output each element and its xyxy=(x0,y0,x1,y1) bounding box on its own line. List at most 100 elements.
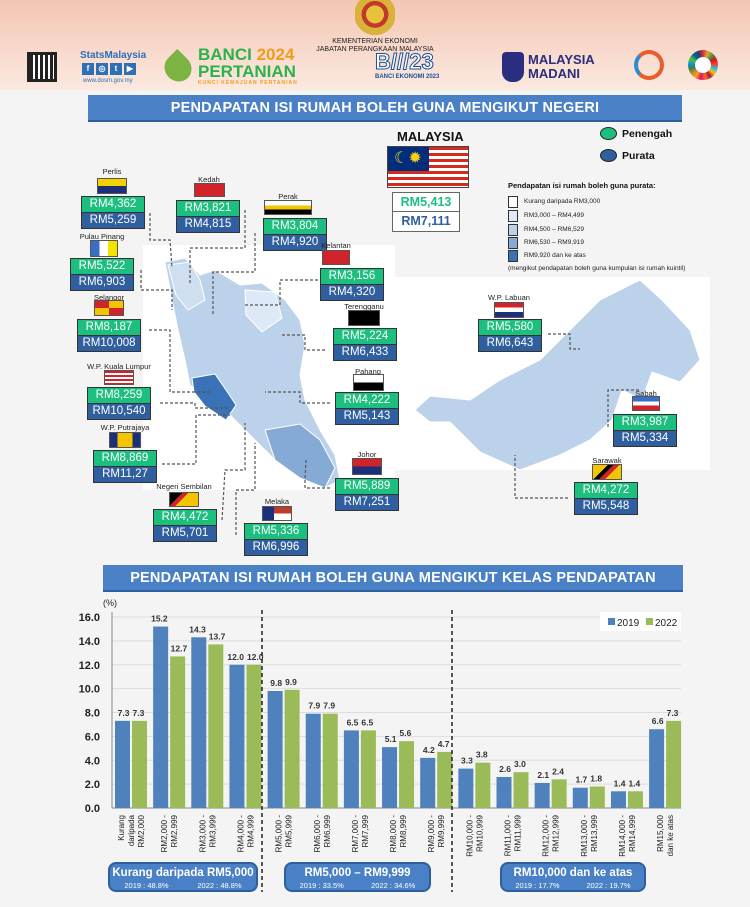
facebook-icon[interactable]: f xyxy=(82,63,94,75)
income-box-sarawak: RM4,272 RM5,548 xyxy=(574,482,638,515)
mean-income: RM5,701 xyxy=(154,525,216,541)
income-box-w-p-putrajaya: RM8,869 RM11,27 xyxy=(93,450,157,483)
flag-sarawak xyxy=(592,464,622,480)
twitter-icon[interactable]: t xyxy=(110,63,122,75)
website-link[interactable]: www.dosm.gov.my xyxy=(83,78,133,84)
choropleth-swatch xyxy=(508,196,518,208)
income-box-melaka: RM5,336 RM6,996 xyxy=(244,523,308,556)
y-tick-label: 16.0 xyxy=(79,612,100,624)
x-tick-label: RM11,000 - xyxy=(504,815,513,857)
flag-kelantan xyxy=(322,250,350,265)
mean-income: RM5,334 xyxy=(614,430,676,446)
youtube-icon[interactable]: ▶ xyxy=(124,63,136,75)
bar-2019 xyxy=(458,768,474,808)
choropleth-label: RM9,920 dan ke atas xyxy=(524,252,586,259)
group-title: RM10,000 dan ke atas xyxy=(513,867,633,879)
income-box-pahang: RM4,222 RM5,143 xyxy=(335,392,399,425)
data-label-2019: 7.3 xyxy=(118,708,130,718)
median-legend-label: Penengah xyxy=(622,128,673,140)
choropleth-swatch xyxy=(508,224,518,236)
johor-region xyxy=(264,423,336,489)
state-name-w-p-putrajaya: W.P. Putrajaya xyxy=(100,423,150,432)
madani-hand-icon xyxy=(502,52,524,82)
ministry-name: KEMENTERIAN EKONOMI JABATAN PERANGKAAN MA… xyxy=(250,38,500,54)
data-label-2022: 9.9 xyxy=(285,677,297,687)
x-tick-label: RM2,000 xyxy=(137,814,146,847)
x-tick-label: RM9,000 - xyxy=(427,815,436,853)
bar-2022 xyxy=(666,720,682,808)
flag-pahang xyxy=(353,374,384,391)
x-tick-label: RM12,000 - xyxy=(542,815,551,857)
group-box-middle: RM5,000 – RM9,999 2019 : 33.5% 2022 : 34.6… xyxy=(284,862,431,892)
bar-2019 xyxy=(153,626,169,808)
bar-2022 xyxy=(170,656,186,808)
state-name-pulau-pinang: Pulau Pinang xyxy=(79,232,125,241)
x-tick-label: RM2,000 - xyxy=(160,815,169,853)
y-tick-label: 8.0 xyxy=(85,708,100,720)
median-income: RM8,869 xyxy=(94,451,156,467)
bar-2022 xyxy=(246,664,262,808)
mean-legend-swatch xyxy=(600,149,617,162)
mean-income: RM11,27 xyxy=(94,466,156,482)
state-name-perlis: Perlis xyxy=(102,167,122,176)
x-tick-label: RM3,999 xyxy=(208,814,217,847)
madani-line2: MADANI xyxy=(528,66,580,81)
instagram-icon[interactable]: ◎ xyxy=(96,63,108,75)
bar-2019 xyxy=(420,757,436,808)
bar-2022 xyxy=(437,751,453,808)
income-box-kedah: RM3,821 RM4,815 xyxy=(176,200,240,233)
x-tick-label: RM7,000 - xyxy=(351,815,360,853)
mean-income: RM5,143 xyxy=(336,408,398,424)
median-legend-swatch xyxy=(600,127,617,140)
y-tick-label: 10.0 xyxy=(79,684,100,696)
borneo-shape xyxy=(414,279,701,471)
y-tick-label: 12.0 xyxy=(79,660,100,672)
state-name-kelantan: Kelantan xyxy=(321,241,351,250)
bar-2019 xyxy=(610,791,626,808)
group-title: Kurang daripada RM5,000 xyxy=(112,867,254,879)
flag-perak xyxy=(264,200,312,215)
x-tick-label: RM10,999 xyxy=(475,814,484,851)
bar-2022 xyxy=(284,689,300,808)
bar-2022 xyxy=(208,644,224,808)
qr-code xyxy=(27,52,57,82)
bar-2019 xyxy=(496,776,512,808)
choropleth-swatch xyxy=(508,210,518,222)
median-income: RM3,821 xyxy=(177,201,239,217)
x-tick-label: RM8,999 xyxy=(399,814,408,847)
choropleth-swatch xyxy=(508,237,518,249)
state-name-sabah: Sabah xyxy=(635,389,657,398)
income-box-kelantan: RM3,156 RM4,320 xyxy=(320,268,384,301)
leader-lines xyxy=(140,210,640,535)
legend-label-2019: 2019 xyxy=(617,618,640,629)
data-label-2019: 15.2 xyxy=(151,614,168,624)
state-name-w-p-kuala-lumpur: W.P. Kuala Lumpur xyxy=(87,362,151,371)
x-tick-label: RM12,999 xyxy=(552,814,561,851)
bar-2022 xyxy=(551,779,567,808)
mean-income: RM6,996 xyxy=(245,539,307,555)
choropleth-label: RM4,500 – RM6,529 xyxy=(524,226,584,233)
income-box-w-p-kuala-lumpur: RM8,259 RM10,540 xyxy=(87,387,151,420)
flag-terengganu xyxy=(348,310,380,326)
x-tick-label: RM4,000 - xyxy=(236,815,245,853)
malaysia-label: MALAYSIA xyxy=(397,129,464,144)
y-tick-label: 4.0 xyxy=(85,755,100,767)
pertanian-text: PERTANIAN xyxy=(198,62,296,81)
state-name-sarawak: Sarawak xyxy=(592,456,622,465)
income-box-perlis: RM4,362 RM5,259 xyxy=(81,196,145,229)
banci-text: BANCI xyxy=(198,45,257,64)
banci-ekonomi-logo: B///23 xyxy=(375,49,435,74)
bar-2019 xyxy=(191,637,207,808)
data-label-2019: 9.8 xyxy=(270,678,282,688)
data-label-2019: 1.4 xyxy=(614,778,626,788)
y-tick-label: 0.0 xyxy=(85,803,100,815)
flag-w-p-labuan xyxy=(494,302,524,318)
mean-income: RM4,920 xyxy=(264,234,326,250)
median-income: RM8,259 xyxy=(88,388,150,404)
group-2019: 2019 : 33.5% xyxy=(299,881,344,890)
mean-income: RM10,540 xyxy=(88,403,150,419)
state-name-kedah: Kedah xyxy=(198,175,220,184)
x-tick-label: RM5,999 xyxy=(285,814,294,847)
